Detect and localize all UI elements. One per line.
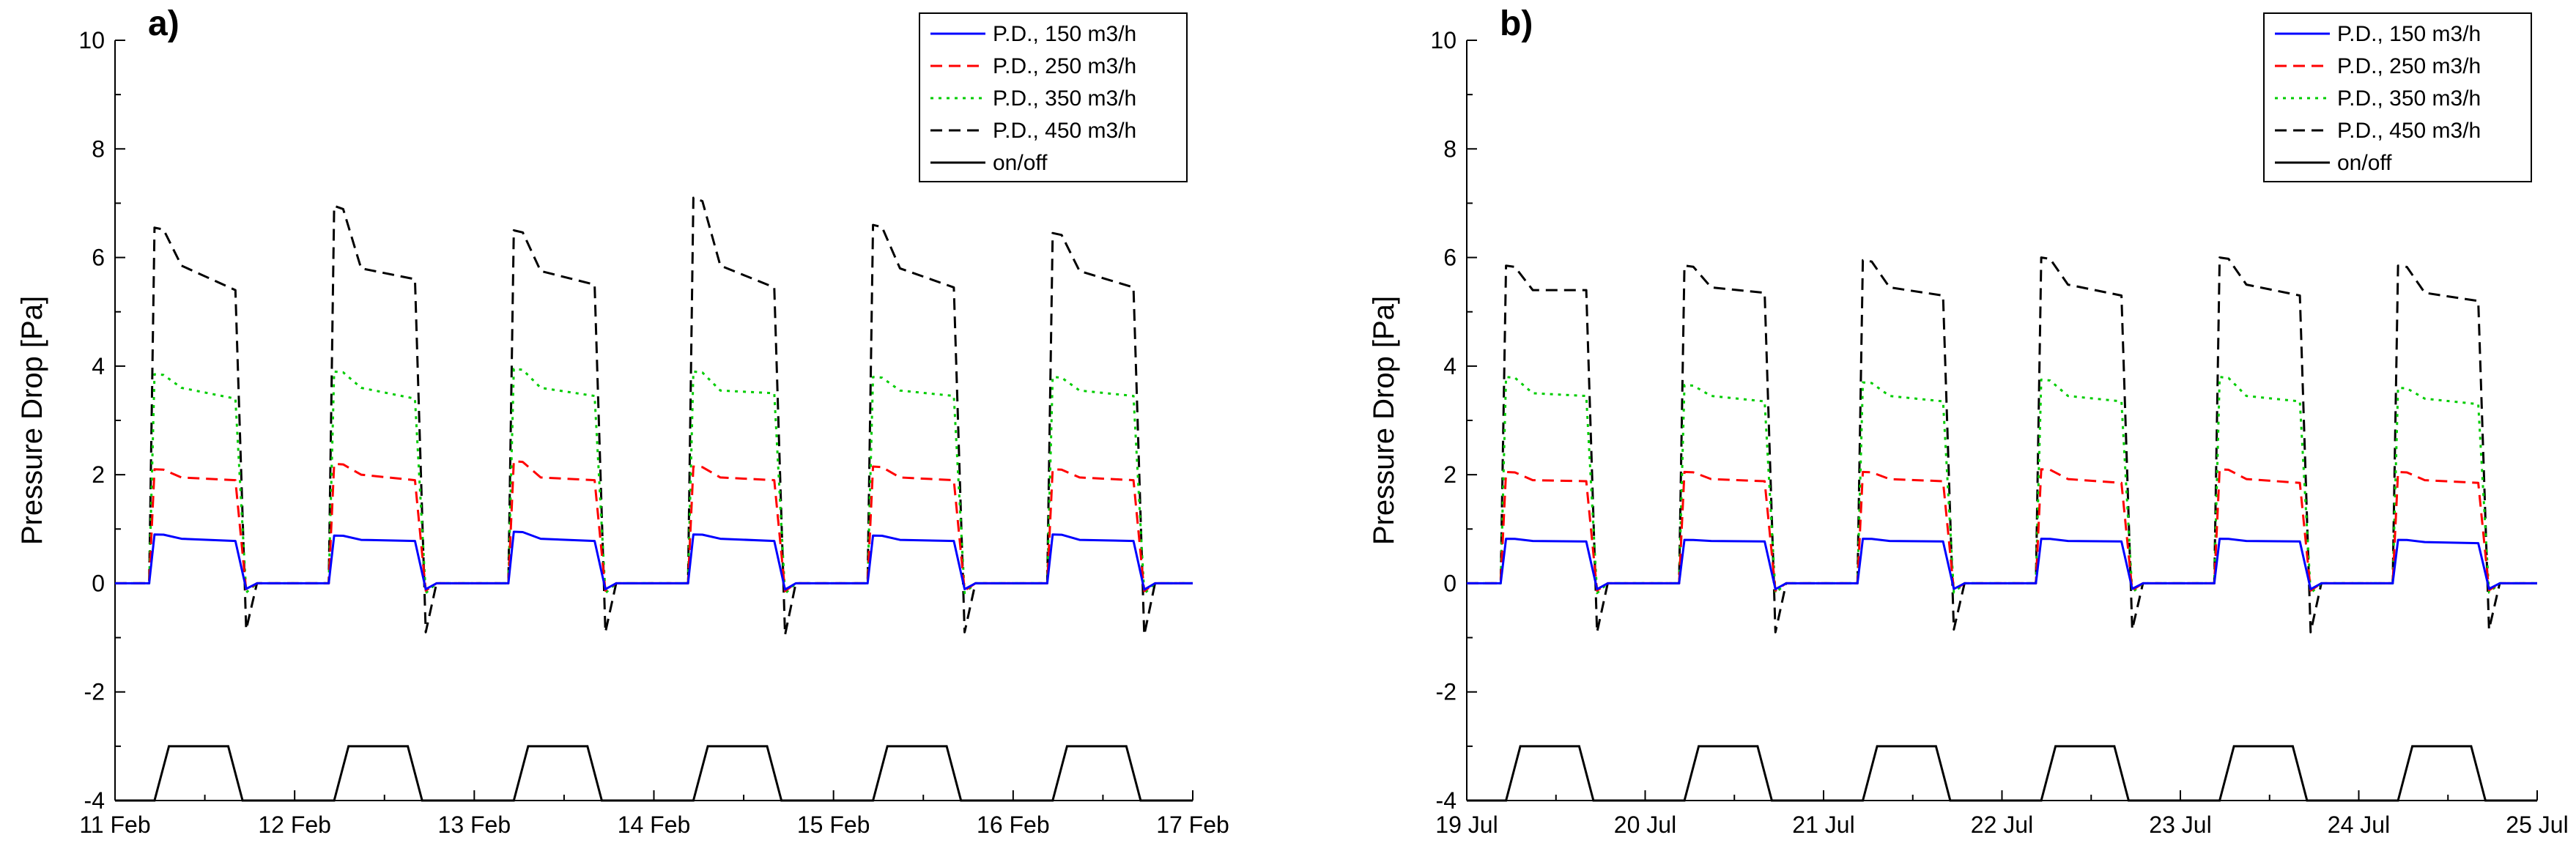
y-tick-label: 6 xyxy=(92,245,105,271)
legend-label: on/off xyxy=(2337,151,2392,175)
y-tick-label: -4 xyxy=(84,787,105,814)
y-tick-label: 0 xyxy=(92,570,105,596)
y-tick-label: 2 xyxy=(1443,461,1457,488)
y-tick-label: 2 xyxy=(92,461,105,488)
chart-panel-b: -4 -2 0 2 4 6 8 10 19 Jul 20 Jul 21 Jul 22 Jul 23 Ju… xyxy=(1368,4,2569,838)
legend-label: P.D., 250 m3/h xyxy=(2337,54,2481,78)
y-tick-label: 4 xyxy=(1443,353,1457,379)
panel-letter: b) xyxy=(1500,4,1533,43)
series-line-on-off xyxy=(115,745,1193,802)
y-tick-label: 4 xyxy=(92,353,105,379)
y-tick-label: -2 xyxy=(84,679,105,705)
legend-label: on/off xyxy=(993,151,1048,175)
y-tick-label: -4 xyxy=(1436,787,1457,814)
y-tick-label: 10 xyxy=(1430,27,1457,53)
x-tick-label: 17 Feb xyxy=(1156,812,1229,838)
y-axis-label: Pressure Drop [Pa] xyxy=(16,296,48,545)
x-tick-label: 13 Feb xyxy=(438,812,511,838)
x-tick-label: 23 Jul xyxy=(2149,812,2211,838)
series-line-150m3h xyxy=(1467,538,2537,590)
x-tick-label: 19 Jul xyxy=(1435,812,1498,838)
y-axis-label: Pressure Drop [Pa] xyxy=(1368,296,1400,545)
series-line-350m3h xyxy=(115,368,1193,595)
x-tick-label: 25 Jul xyxy=(2506,812,2568,838)
legend-label: P.D., 150 m3/h xyxy=(2337,22,2481,46)
y-tick-label: 8 xyxy=(92,135,105,162)
legend-label: P.D., 350 m3/h xyxy=(2337,86,2481,111)
legend-label: P.D., 150 m3/h xyxy=(993,22,1136,46)
series-line-450m3h xyxy=(1467,256,2537,634)
legend-label: P.D., 450 m3/h xyxy=(2337,119,2481,143)
x-tick-label: 11 Feb xyxy=(79,812,150,838)
legend: P.D., 150 m3/h P.D., 250 m3/h P.D., 350 m3… xyxy=(2263,12,2532,182)
series-line-on-off xyxy=(1467,745,2537,802)
chart-panel-a: -4 -2 0 2 4 6 8 10 11 Feb 12 Feb 13 Feb 14 Feb 15 Fe… xyxy=(16,4,1229,838)
panel-letter: a) xyxy=(148,4,179,43)
x-tick-label: 20 Jul xyxy=(1614,812,1676,838)
series-line-150m3h xyxy=(115,530,1193,591)
x-tick-label: 16 Feb xyxy=(977,812,1050,838)
x-tick-label: 14 Feb xyxy=(618,812,691,838)
y-tick-label: -2 xyxy=(1436,679,1457,705)
y-tick-label: 0 xyxy=(1443,570,1457,596)
y-tick-label: 8 xyxy=(1443,135,1457,162)
series-line-350m3h xyxy=(1467,376,2537,595)
x-tick-label: 12 Feb xyxy=(258,812,331,838)
y-tick-label: 10 xyxy=(78,27,105,53)
legend-label: P.D., 450 m3/h xyxy=(993,119,1136,143)
x-tick-label: 15 Feb xyxy=(797,812,870,838)
series-line-250m3h xyxy=(115,460,1193,593)
series-line-250m3h xyxy=(1467,468,2537,592)
x-tick-label: 22 Jul xyxy=(1971,812,2033,838)
legend-label: P.D., 250 m3/h xyxy=(993,54,1136,78)
x-tick-label: 21 Jul xyxy=(1792,812,1854,838)
series-line-450m3h xyxy=(115,196,1193,636)
legend: P.D., 150 m3/h P.D., 250 m3/h P.D., 350 m3… xyxy=(919,12,1188,182)
y-tick-label: 6 xyxy=(1443,245,1457,271)
x-tick-label: 24 Jul xyxy=(2328,812,2390,838)
legend-label: P.D., 350 m3/h xyxy=(993,86,1136,111)
